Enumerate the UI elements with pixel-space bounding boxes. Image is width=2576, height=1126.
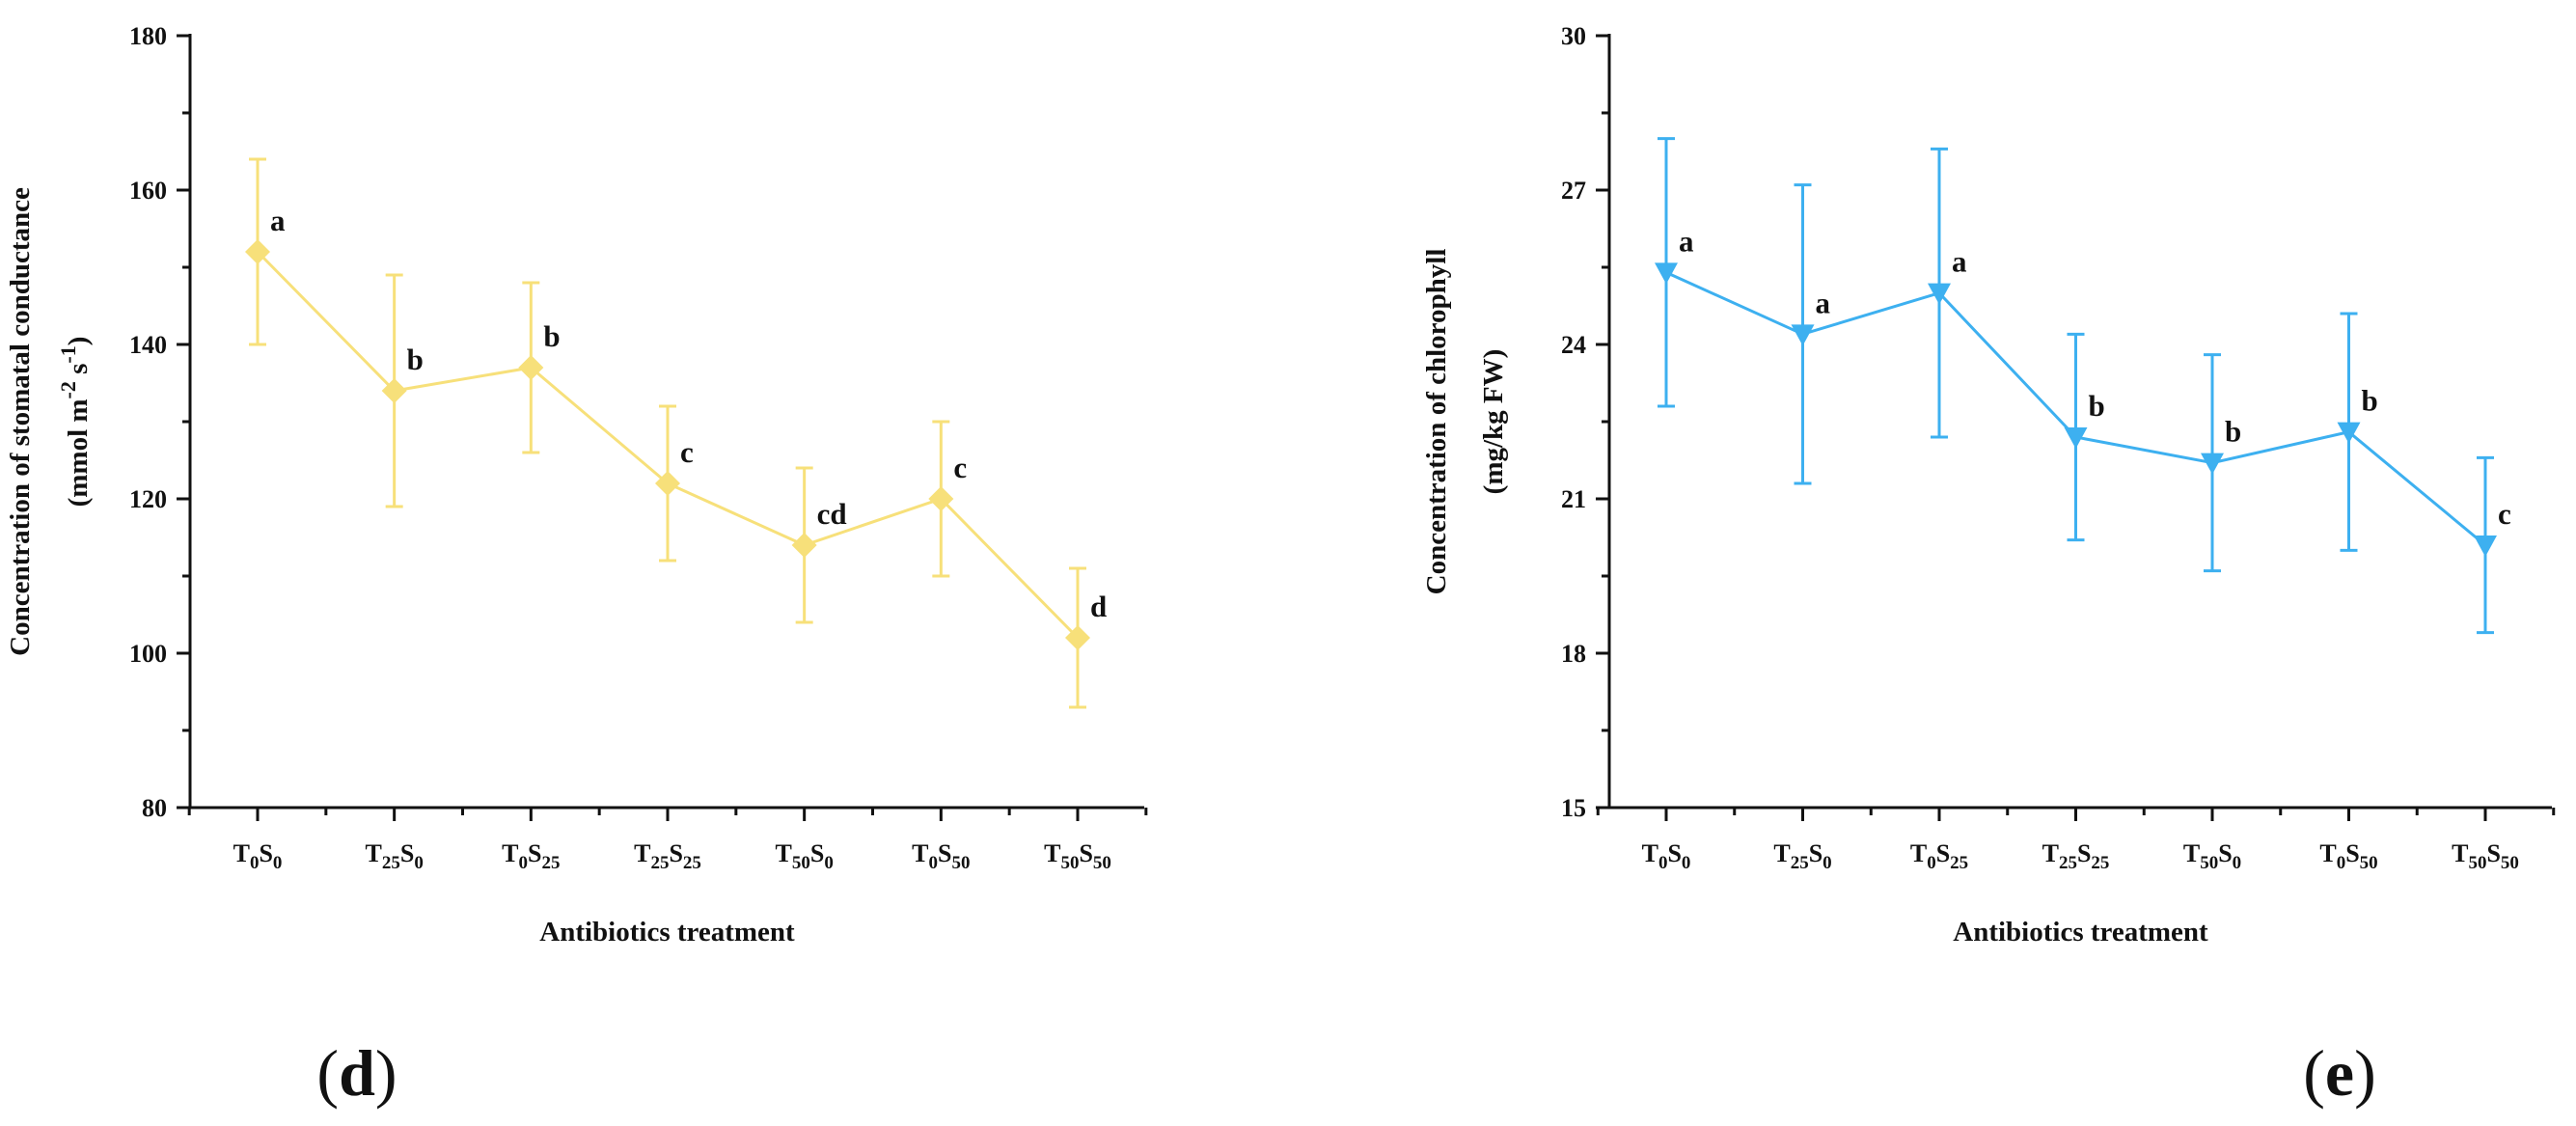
x-tick-label: T50S0 bbox=[2183, 839, 2241, 873]
panel-e: 15 18 21 24 27 30 T0S0 T25S0 T0S25 T25S25 T50S0 T0S… bbox=[1421, 22, 2556, 1110]
significance-label: c bbox=[953, 451, 967, 484]
data-point bbox=[2064, 427, 2088, 449]
data-point bbox=[1065, 625, 1090, 650]
x-tick-label: T50S50 bbox=[2452, 839, 2519, 873]
significance-label: b bbox=[2362, 384, 2378, 418]
data-point bbox=[518, 355, 544, 380]
data-point bbox=[928, 486, 954, 511]
significance-label: c bbox=[680, 435, 694, 469]
data-point bbox=[655, 471, 680, 496]
significance-label: b bbox=[543, 319, 560, 353]
y-axis-unit: (mmol m-2 s-1) bbox=[56, 337, 94, 508]
y-tick-label: 80 bbox=[142, 794, 167, 822]
y-axis-unit: (mg/kg FW) bbox=[1478, 349, 1509, 495]
significance-label: cd bbox=[817, 497, 847, 531]
significance-label: b bbox=[2225, 415, 2241, 449]
x-tick-label: T0S25 bbox=[502, 839, 560, 873]
x-tick-label: T0S25 bbox=[1910, 839, 1968, 873]
y-tick-label: 27 bbox=[1561, 177, 1586, 205]
y-tick-label: 15 bbox=[1561, 794, 1586, 822]
data-point bbox=[1655, 262, 1678, 285]
x-tick-label: T25S25 bbox=[2042, 839, 2110, 873]
y-tick-label: 120 bbox=[129, 485, 167, 513]
x-tick-label: T0S50 bbox=[2319, 839, 2377, 873]
data-point bbox=[245, 239, 270, 264]
x-tick-label: T25S25 bbox=[634, 839, 701, 873]
y-tick-label: 180 bbox=[129, 22, 167, 50]
significance-label: c bbox=[2498, 497, 2511, 531]
x-tick-label: T0S0 bbox=[233, 839, 283, 873]
data-point bbox=[1928, 283, 1951, 305]
x-tick-label: T25S0 bbox=[1773, 839, 1831, 873]
panel-d: 80 100 120 140 160 180 T0S0 T25S0 T0S25 T25S25 T50… bbox=[5, 22, 1148, 1110]
data-point bbox=[1791, 324, 1815, 346]
x-axis-title: Antibiotics treatment bbox=[539, 917, 795, 947]
significance-label: a bbox=[270, 204, 286, 237]
y-axis-title: Concentration of chlorophyll bbox=[1421, 249, 1452, 595]
data-point bbox=[381, 378, 407, 403]
x-tick-label: T0S0 bbox=[1642, 839, 1691, 873]
x-tick-label: T50S50 bbox=[1044, 839, 1111, 873]
y-tick-label: 160 bbox=[129, 177, 167, 205]
y-axis-title: Concentration of stomatal conductance bbox=[5, 187, 36, 656]
x-axis-title: Antibiotics treatment bbox=[1953, 917, 2208, 947]
data-point bbox=[791, 533, 817, 558]
significance-label: d bbox=[1090, 590, 1107, 623]
panel-label: (d) bbox=[316, 1036, 397, 1110]
significance-label: b bbox=[2089, 389, 2105, 423]
data-point bbox=[2201, 453, 2224, 475]
x-tick-label: T0S50 bbox=[912, 839, 970, 873]
data-point bbox=[2337, 422, 2361, 444]
y-tick-label: 24 bbox=[1561, 331, 1586, 359]
data-point bbox=[2474, 536, 2497, 557]
y-tick-label: 18 bbox=[1561, 640, 1586, 668]
significance-label: a bbox=[1816, 286, 1831, 319]
significance-label: a bbox=[1679, 224, 1694, 258]
significance-label: b bbox=[407, 343, 424, 376]
panel-label: (e) bbox=[2303, 1036, 2376, 1110]
y-tick-label: 140 bbox=[129, 331, 167, 359]
y-tick-label: 21 bbox=[1561, 485, 1586, 513]
x-tick-label: T50S0 bbox=[776, 839, 834, 873]
y-tick-label: 30 bbox=[1561, 22, 1586, 50]
significance-label: a bbox=[1952, 245, 1967, 279]
x-tick-label: T25S0 bbox=[366, 839, 424, 873]
y-tick-label: 100 bbox=[129, 640, 167, 668]
